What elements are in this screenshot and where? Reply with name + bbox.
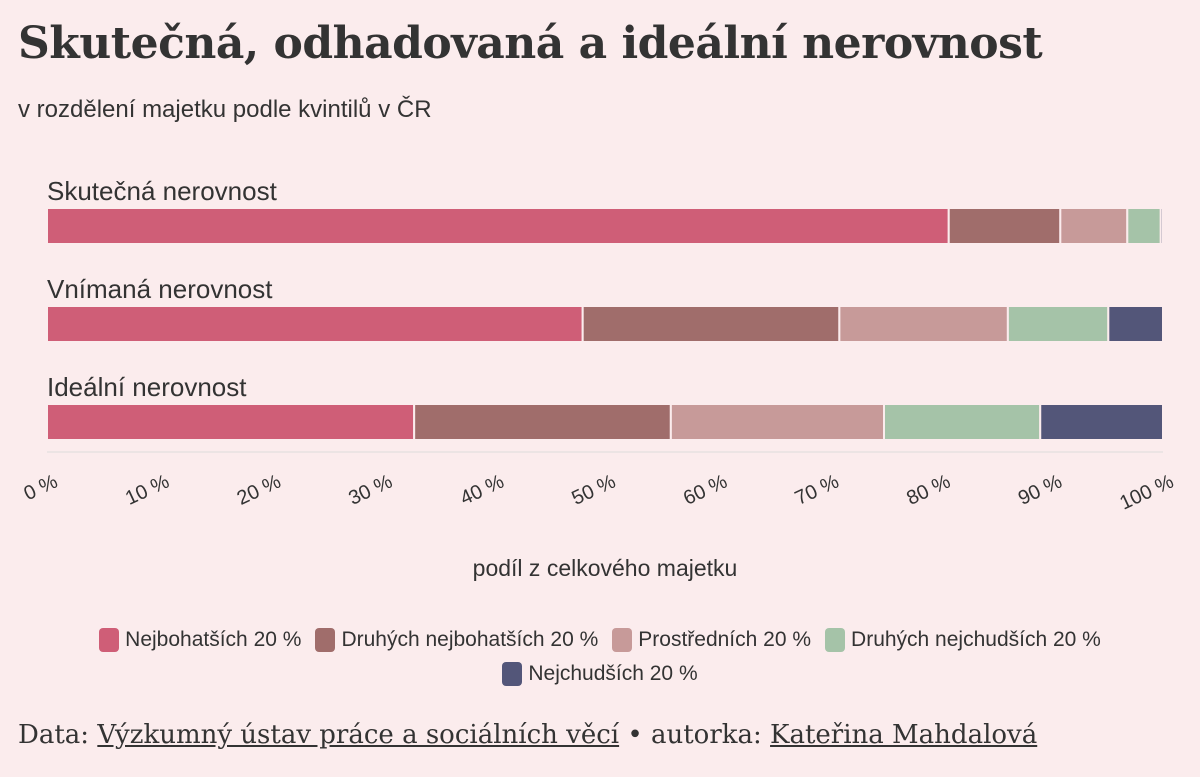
legend-swatch: [825, 628, 846, 652]
footer-credits: Data: Výzkumný ústav práce a sociálních …: [18, 720, 1037, 750]
data-source-link[interactable]: Výzkumný ústav práce a sociálních věcí: [97, 720, 620, 750]
bar-category-label: Ideální nerovnost: [47, 372, 247, 402]
legend-item: Druhých nejbohatších 20 %: [315, 628, 598, 652]
legend-swatch: [99, 628, 120, 652]
stacked-bar-chart: Skutečná nerovnost Vnímaná nerovnost Ideál…: [21, 176, 1178, 581]
x-tick-label: 0 %: [21, 471, 62, 506]
legend-swatch: [612, 628, 633, 652]
legend-item: Prostředních 20 %: [612, 628, 811, 652]
chart-legend: Nejbohatších 20 % Druhých nejbohatších 20…: [40, 628, 1160, 686]
bar-segment: [1059, 207, 1129, 245]
bar-segment: [413, 403, 672, 441]
x-tick-label: 50 %: [568, 471, 619, 510]
x-tick-label: 20 %: [234, 471, 285, 510]
x-tick-label: 90 %: [1015, 471, 1066, 510]
bar-segment: [1006, 305, 1110, 343]
x-tick-label: 70 %: [792, 471, 843, 510]
x-axis-label: podíl z celkového majetku: [473, 555, 738, 581]
x-tick-label: 100 %: [1116, 471, 1177, 515]
bar-segment: [883, 403, 1042, 441]
legend-label: Prostředních 20 %: [638, 628, 812, 651]
bar-segment: [46, 305, 584, 343]
bar-segment: [1159, 207, 1164, 245]
separator-bullet: •: [627, 720, 643, 750]
bar-segment: [1039, 403, 1164, 441]
x-tick-label: 40 %: [457, 471, 508, 510]
legend-swatch: [315, 628, 336, 652]
chart-title: Skutečná, odhadovaná a ideální nerovnost: [18, 18, 1043, 69]
chart-subtitle: v rozdělení majetku podle kvintilů v ČR: [18, 96, 432, 123]
legend-label: Druhých nejbohatších 20 %: [341, 628, 599, 651]
legend-label: Nejbohatších 20 %: [125, 628, 302, 651]
bar-segment: [947, 207, 1062, 245]
author-prefix: autorka:: [650, 720, 762, 750]
bar-segment: [46, 403, 416, 441]
bar-segment: [46, 207, 950, 245]
bar-segment: [581, 305, 841, 343]
x-tick-label: 10 %: [122, 471, 173, 510]
bar-segment: [1107, 305, 1165, 343]
bar-segment: [1126, 207, 1162, 245]
bar-category-label: Vnímaná nerovnost: [47, 274, 273, 304]
x-tick-label: 30 %: [345, 471, 396, 510]
x-tick-label: 80 %: [903, 471, 954, 510]
legend-item: Nejbohatších 20 %: [99, 628, 301, 652]
bar-segment: [669, 403, 885, 441]
author-link[interactable]: Kateřina Mahdalová: [770, 720, 1038, 750]
legend-item: Nejchudších 20 %: [502, 662, 698, 686]
legend-item: Druhých nejchudších 20 %: [825, 628, 1101, 652]
bar-segment: [838, 305, 1009, 343]
x-tick-label: 60 %: [680, 471, 731, 510]
legend-label: Druhých nejchudších 20 %: [851, 628, 1101, 651]
bar-category-label: Skutečná nerovnost: [47, 176, 278, 206]
data-prefix: Data:: [18, 720, 90, 750]
legend-label: Nejchudších 20 %: [528, 662, 698, 685]
legend-swatch: [502, 662, 523, 686]
